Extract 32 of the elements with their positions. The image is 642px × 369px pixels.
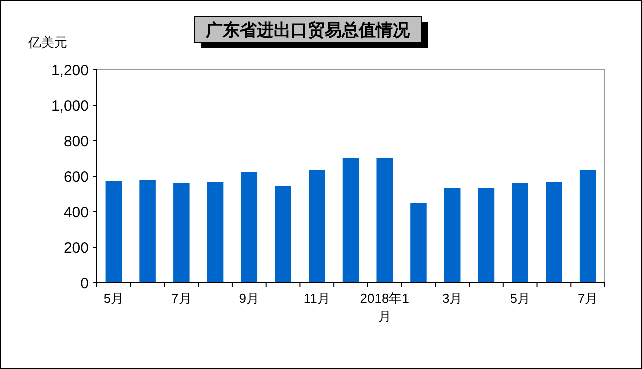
y-tick-label: 1,000	[51, 98, 89, 115]
x-tick-label: 7月	[172, 291, 192, 306]
y-tick-label: 800	[64, 133, 89, 150]
x-tick-label: 9月	[239, 291, 260, 306]
y-tick-label: 400	[64, 204, 89, 222]
x-tick-label: 7月	[578, 291, 598, 306]
y-tick-label: 0	[80, 275, 89, 292]
y-tick-label: 200	[64, 240, 89, 257]
x-tick-label: 3月	[442, 291, 463, 306]
bar	[580, 170, 596, 283]
bar	[478, 188, 495, 283]
bar	[444, 188, 461, 283]
bar	[309, 170, 326, 283]
bar	[342, 158, 360, 283]
y-tick-label: 1,200	[51, 62, 89, 80]
chart-title: 广东省进出口贸易总值情况	[205, 20, 411, 40]
bar	[106, 181, 122, 283]
y-tick-label: 600	[64, 168, 89, 186]
x-tick-label: 5月	[510, 291, 530, 306]
x-tick-label: 2018年1月	[360, 291, 410, 324]
bar	[376, 158, 393, 283]
bar	[275, 186, 292, 283]
bar	[140, 180, 156, 283]
x-tick-label: 5月	[104, 291, 124, 306]
x-tick-label: 11月	[304, 291, 330, 306]
bar	[410, 203, 427, 283]
y-axis-title: 亿美元	[28, 35, 68, 50]
bar	[241, 172, 258, 283]
bar	[512, 183, 528, 283]
bar	[174, 183, 190, 283]
bar	[546, 182, 562, 283]
bar	[207, 182, 224, 283]
